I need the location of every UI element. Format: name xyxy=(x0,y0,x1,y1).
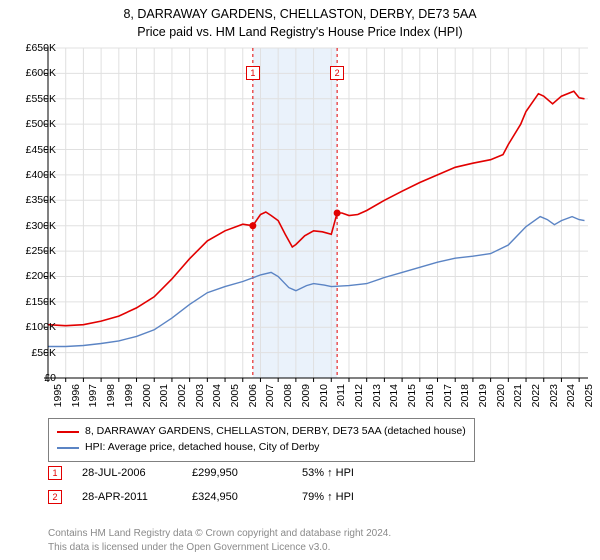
x-tick-label: 2007 xyxy=(264,384,276,407)
y-tick-label: £600K xyxy=(26,67,56,79)
up-arrow-icon: ↑ xyxy=(327,467,333,479)
y-tick-label: £50K xyxy=(31,347,56,359)
chart-plot-area xyxy=(48,48,588,378)
y-tick-label: £200K xyxy=(26,270,56,282)
x-tick-label: 2000 xyxy=(141,384,153,407)
sale-row-1: 1 28-JUL-2006 £299,950 53% ↑ HPI xyxy=(48,464,392,482)
x-tick-label: 2005 xyxy=(229,384,241,407)
x-tick-label: 2017 xyxy=(442,384,454,407)
up-arrow-icon: ↑ xyxy=(327,491,333,503)
x-tick-label: 1999 xyxy=(123,384,135,407)
x-tick-label: 2003 xyxy=(194,384,206,407)
x-tick-label: 2015 xyxy=(406,384,418,407)
sale-dot-1 xyxy=(249,222,256,229)
chart-svg xyxy=(48,48,588,378)
legend-label-hpi: HPI: Average price, detached house, City… xyxy=(85,440,319,456)
y-tick-label: £400K xyxy=(26,169,56,181)
y-tick-label: £250K xyxy=(26,245,56,257)
x-tick-label: 2002 xyxy=(176,384,188,407)
attribution: Contains HM Land Registry data © Crown c… xyxy=(48,527,391,554)
x-tick-label: 2013 xyxy=(371,384,383,407)
attribution-line2: This data is licensed under the Open Gov… xyxy=(48,541,391,555)
legend-swatch-property xyxy=(57,431,79,433)
sale-dot-2 xyxy=(334,210,341,217)
x-tick-label: 2009 xyxy=(300,384,312,407)
legend-label-property: 8, DARRAWAY GARDENS, CHELLASTON, DERBY, … xyxy=(85,424,466,440)
x-tick-label: 2008 xyxy=(282,384,294,407)
y-tick-label: £650K xyxy=(26,42,56,54)
sale-pct-1: 53% ↑ HPI xyxy=(302,467,392,479)
y-tick-label: £150K xyxy=(26,296,56,308)
legend: 8, DARRAWAY GARDENS, CHELLASTON, DERBY, … xyxy=(48,418,475,462)
sale-price-2: £324,950 xyxy=(192,491,282,503)
x-tick-label: 1998 xyxy=(105,384,117,407)
x-tick-label: 2022 xyxy=(530,384,542,407)
x-tick-label: 2018 xyxy=(459,384,471,407)
x-tick-label: 2025 xyxy=(583,384,595,407)
chart-title-line1: 8, DARRAWAY GARDENS, CHELLASTON, DERBY, … xyxy=(0,6,600,24)
attribution-line1: Contains HM Land Registry data © Crown c… xyxy=(48,527,391,541)
x-tick-label: 2023 xyxy=(548,384,560,407)
x-tick-label: 2006 xyxy=(247,384,259,407)
y-tick-label: £100K xyxy=(26,321,56,333)
x-tick-label: 1995 xyxy=(52,384,64,407)
sale-date-2: 28-APR-2011 xyxy=(82,491,172,503)
y-tick-label: £0 xyxy=(44,372,56,384)
chart-title-block: 8, DARRAWAY GARDENS, CHELLASTON, DERBY, … xyxy=(0,0,600,41)
legend-item-property: 8, DARRAWAY GARDENS, CHELLASTON, DERBY, … xyxy=(57,424,466,440)
x-tick-label: 2014 xyxy=(388,384,400,407)
sale-marker-1-icon: 1 xyxy=(48,466,62,480)
y-tick-label: £350K xyxy=(26,194,56,206)
sale-price-1: £299,950 xyxy=(192,467,282,479)
sale-row-2: 2 28-APR-2011 £324,950 79% ↑ HPI xyxy=(48,488,392,506)
sale-marker-2-icon: 2 xyxy=(48,490,62,504)
sales-table: 1 28-JUL-2006 £299,950 53% ↑ HPI 2 28-AP… xyxy=(48,464,392,512)
x-tick-label: 1996 xyxy=(70,384,82,407)
chart-marker-box-1: 1 xyxy=(246,66,260,80)
x-tick-label: 1997 xyxy=(87,384,99,407)
chart-marker-box-2: 2 xyxy=(330,66,344,80)
x-tick-label: 2010 xyxy=(318,384,330,407)
x-tick-label: 2016 xyxy=(424,384,436,407)
x-tick-label: 2019 xyxy=(477,384,489,407)
legend-item-hpi: HPI: Average price, detached house, City… xyxy=(57,440,466,456)
y-tick-label: £500K xyxy=(26,118,56,130)
chart-title-line2: Price paid vs. HM Land Registry's House … xyxy=(0,24,600,42)
x-tick-label: 2004 xyxy=(211,384,223,407)
x-tick-label: 2024 xyxy=(565,384,577,407)
x-tick-label: 2021 xyxy=(512,384,524,407)
x-tick-label: 2012 xyxy=(353,384,365,407)
y-tick-label: £300K xyxy=(26,220,56,232)
x-tick-label: 2001 xyxy=(158,384,170,407)
y-tick-label: £450K xyxy=(26,144,56,156)
x-tick-label: 2020 xyxy=(495,384,507,407)
sale-date-1: 28-JUL-2006 xyxy=(82,467,172,479)
legend-swatch-hpi xyxy=(57,447,79,449)
sale-pct-2: 79% ↑ HPI xyxy=(302,491,392,503)
x-tick-label: 2011 xyxy=(335,384,347,407)
y-tick-label: £550K xyxy=(26,93,56,105)
